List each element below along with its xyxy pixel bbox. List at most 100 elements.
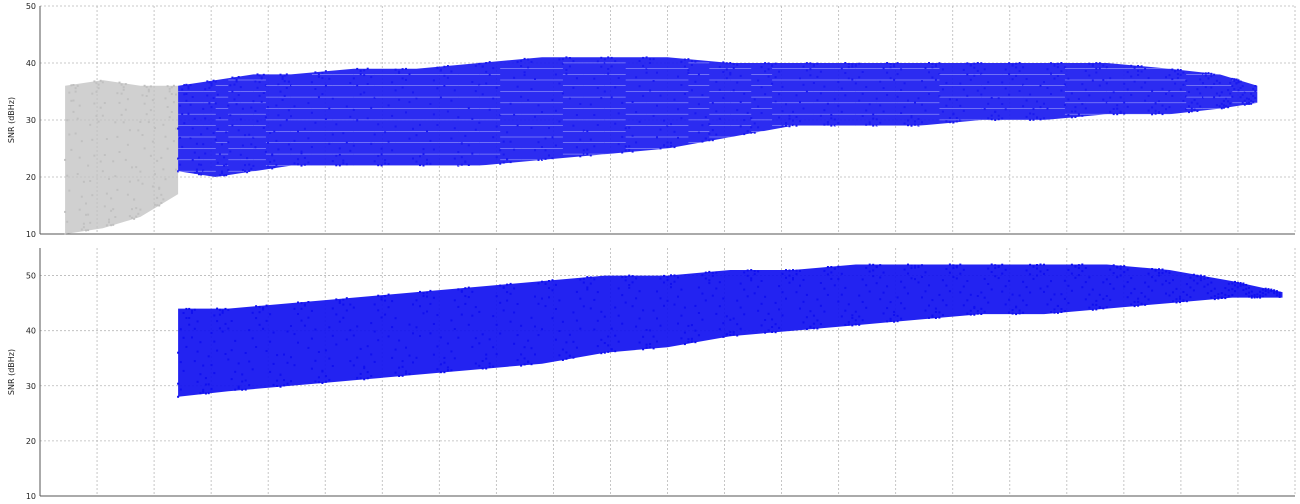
band-streak <box>583 142 605 143</box>
data-point <box>983 296 986 299</box>
data-point <box>683 343 686 346</box>
data-point <box>642 309 645 312</box>
data-point <box>554 73 557 76</box>
data-point <box>207 392 210 395</box>
band-streak <box>709 79 731 81</box>
data-point <box>910 277 913 280</box>
band-streak <box>500 91 522 92</box>
data-point <box>101 81 104 84</box>
data-point <box>757 79 760 82</box>
data-point <box>1015 74 1018 77</box>
data-point <box>265 350 268 352</box>
data-point <box>1022 299 1025 302</box>
data-point <box>213 314 216 317</box>
data-point <box>185 307 188 310</box>
data-point <box>1147 285 1150 288</box>
data-point <box>638 120 641 123</box>
data-point <box>1165 292 1167 295</box>
data-point <box>114 216 117 218</box>
data-point <box>997 277 1000 280</box>
data-point <box>166 106 169 108</box>
band-streak <box>416 108 438 109</box>
data-point <box>551 136 554 139</box>
data-point <box>474 306 477 309</box>
data-point <box>1036 274 1038 277</box>
data-point <box>548 127 550 129</box>
data-point <box>697 312 700 314</box>
data-point <box>1175 301 1178 304</box>
data-point <box>795 272 798 275</box>
band-streak <box>625 91 647 92</box>
data-point <box>214 138 217 141</box>
data-point <box>285 119 288 122</box>
data-point <box>659 128 662 131</box>
data-point <box>1070 289 1073 292</box>
data-point <box>281 99 284 101</box>
data-point <box>1140 70 1143 73</box>
band-streak <box>793 102 814 104</box>
data-point <box>568 354 571 357</box>
data-point <box>875 265 878 268</box>
data-point <box>921 103 923 106</box>
data-point <box>223 164 226 167</box>
data-point <box>750 277 753 280</box>
data-point <box>579 103 582 105</box>
data-point <box>359 347 362 350</box>
data-point <box>1250 296 1253 299</box>
data-point <box>1056 66 1059 69</box>
band-streak <box>178 91 191 92</box>
data-point <box>405 111 407 114</box>
data-point <box>1022 280 1025 283</box>
data-point <box>983 310 986 313</box>
data-point <box>453 357 456 360</box>
data-point <box>91 92 94 95</box>
data-point <box>551 98 554 101</box>
data-point <box>610 96 613 99</box>
data-point <box>1067 77 1070 80</box>
data-point <box>722 322 725 325</box>
band-streak <box>353 119 375 121</box>
data-point <box>237 385 240 388</box>
data-point <box>183 122 186 125</box>
data-point <box>600 65 603 68</box>
data-point <box>72 110 75 113</box>
data-point <box>471 314 474 317</box>
data-point <box>450 319 453 322</box>
band-streak <box>1169 102 1187 104</box>
data-point <box>1154 112 1157 115</box>
data-point <box>436 314 439 317</box>
data-point <box>181 88 184 91</box>
data-point <box>1239 86 1242 89</box>
data-point <box>928 62 930 64</box>
data-point <box>847 303 850 306</box>
data-point <box>1252 101 1255 103</box>
data-point <box>317 376 320 379</box>
data-point <box>310 337 313 340</box>
data-point <box>575 290 578 293</box>
data-point <box>314 328 317 331</box>
data-point <box>1158 274 1160 277</box>
data-point <box>172 84 175 87</box>
data-point <box>614 60 617 63</box>
data-point <box>213 340 216 343</box>
data-point <box>1060 89 1063 92</box>
data-point <box>370 142 373 145</box>
data-point <box>921 264 923 267</box>
data-point <box>331 160 334 163</box>
data-point <box>283 80 286 83</box>
data-point <box>1088 62 1091 65</box>
data-point <box>349 82 352 84</box>
band-streak <box>395 108 417 109</box>
data-point <box>380 147 383 150</box>
data-point <box>844 323 847 326</box>
data-point <box>952 276 955 279</box>
data-point <box>757 270 760 273</box>
data-point <box>1095 299 1098 302</box>
data-point <box>237 129 240 132</box>
data-point <box>218 327 221 330</box>
data-point <box>303 156 306 159</box>
data-point <box>697 131 700 134</box>
data-point <box>722 335 725 338</box>
data-point <box>1204 72 1207 75</box>
data-point <box>1050 62 1052 65</box>
